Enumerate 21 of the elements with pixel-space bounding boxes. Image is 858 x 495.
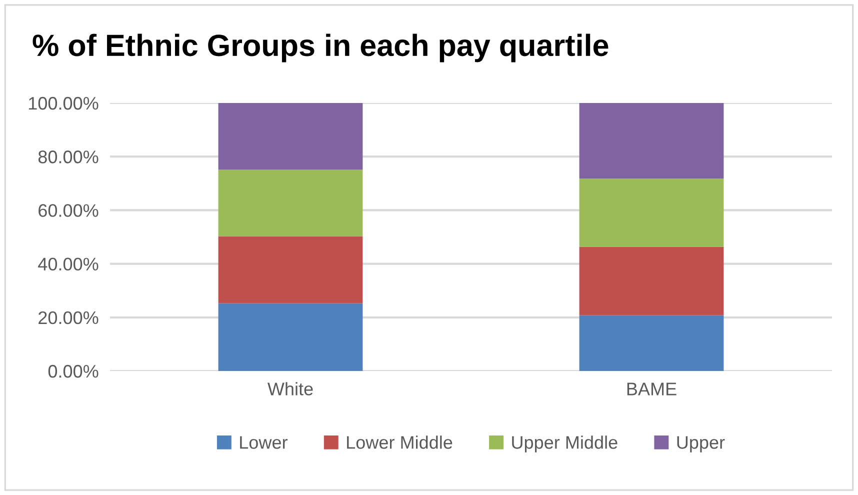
- bar: [218, 170, 363, 236]
- bar: [579, 103, 724, 179]
- bar: [218, 303, 363, 371]
- y-tick-label: 80.00%: [38, 150, 98, 164]
- bar: [218, 103, 363, 170]
- chart-title: % of Ethnic Groups in each pay quartile: [32, 34, 608, 62]
- y-tick-label: 0.00%: [48, 364, 98, 378]
- legend-label: Upper: [677, 436, 725, 452]
- bar: [579, 315, 724, 371]
- y-tick-label: 40.00%: [38, 258, 98, 271]
- bar: [579, 246, 724, 316]
- legend-label: Lower Middle: [347, 436, 452, 449]
- legend-label: Upper Middle: [512, 436, 618, 452]
- x-tick-label: White: [268, 382, 313, 396]
- y-tick-label: 100.00%: [28, 96, 98, 110]
- y-tick-label: 20.00%: [38, 311, 98, 324]
- y-tick-label: 60.00%: [38, 204, 98, 217]
- x-tick-label: BAME: [627, 382, 676, 396]
- legend-label: Lower: [240, 436, 288, 449]
- bar: [218, 236, 363, 304]
- bar: [579, 178, 724, 247]
